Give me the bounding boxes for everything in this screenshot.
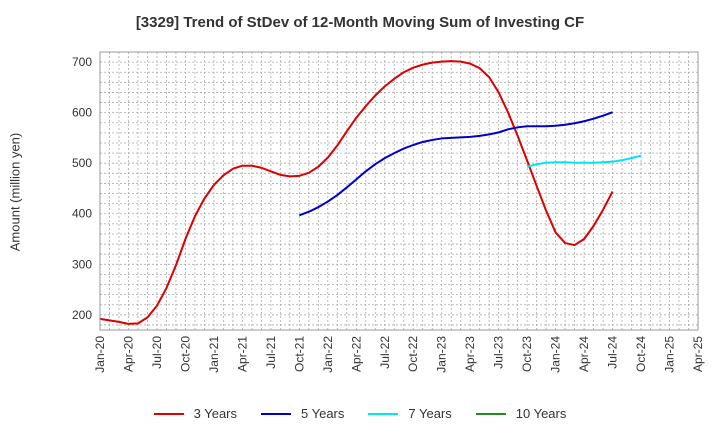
series-lines	[99, 60, 642, 325]
legend-item: 3 Years	[153, 406, 237, 421]
x-tick-label: Jul-22	[378, 336, 392, 369]
y-tick-label: 600	[72, 106, 92, 120]
y-tick-label: 400	[72, 207, 92, 221]
x-tick-label: Oct-21	[292, 336, 306, 372]
legend-label: 7 Years	[408, 406, 452, 421]
x-tick-label: Jul-20	[150, 336, 164, 369]
x-tick-label: Oct-24	[634, 336, 648, 372]
x-tick-label: Apr-24	[577, 336, 591, 372]
x-tick-label: Apr-20	[121, 336, 135, 372]
y-tick-label: 200	[72, 308, 92, 322]
x-tick-label: Jan-21	[207, 336, 221, 373]
x-tick-label: Jan-24	[549, 336, 563, 373]
y-tick-label: 700	[72, 55, 92, 69]
legend-item: 7 Years	[368, 406, 452, 421]
x-tick-label: Apr-25	[691, 336, 705, 372]
x-tick-label: Jan-22	[321, 336, 335, 373]
legend-label: 5 Years	[301, 406, 345, 421]
x-tick-label: Oct-22	[406, 336, 420, 372]
y-tick-labels: 200 300 400 500 600 700	[72, 55, 92, 322]
legend-swatch	[261, 412, 291, 415]
series-line-7-years	[526, 154, 642, 168]
x-tick-label: Apr-21	[235, 336, 249, 372]
x-tick-label: Oct-20	[178, 336, 192, 372]
chart-title: [3329] Trend of StDev of 12-Month Moving…	[135, 14, 585, 31]
legend-item: 10 Years	[475, 406, 567, 421]
x-tick-labels: Jan-20 Apr-20 Jul-20 Oct-20 Jan-21 Apr-21 Jul-…	[93, 336, 705, 373]
x-tick-label: Jul-21	[264, 336, 278, 369]
y-tick-label: 500	[72, 156, 92, 170]
x-tick-label: Jan-25	[663, 336, 677, 373]
x-tick-label: Apr-22	[349, 336, 363, 372]
x-tick-label: Jul-23	[492, 336, 506, 369]
x-tick-label: Apr-23	[463, 336, 477, 372]
plot-area	[100, 52, 698, 330]
legend-swatch	[368, 412, 399, 415]
series-line-5-years	[298, 111, 613, 217]
x-tick-label: Jul-24	[606, 336, 620, 369]
y-tick-label: 300	[72, 257, 92, 271]
legend: 3 Years 5 Years 7 Years 10 Years	[0, 406, 720, 421]
x-tick-label: Jan-23	[435, 336, 449, 373]
legend-swatch	[153, 412, 184, 415]
legend-item: 5 Years	[261, 406, 344, 421]
x-tick-label: Oct-23	[520, 336, 534, 372]
legend-swatch	[475, 412, 506, 415]
series-line-3-years	[99, 60, 614, 325]
x-tick-label: Jan-20	[93, 336, 107, 373]
legend-label: 10 Years	[515, 406, 567, 421]
legend-label: 3 Years	[193, 406, 237, 421]
plot-frame	[99, 51, 699, 331]
